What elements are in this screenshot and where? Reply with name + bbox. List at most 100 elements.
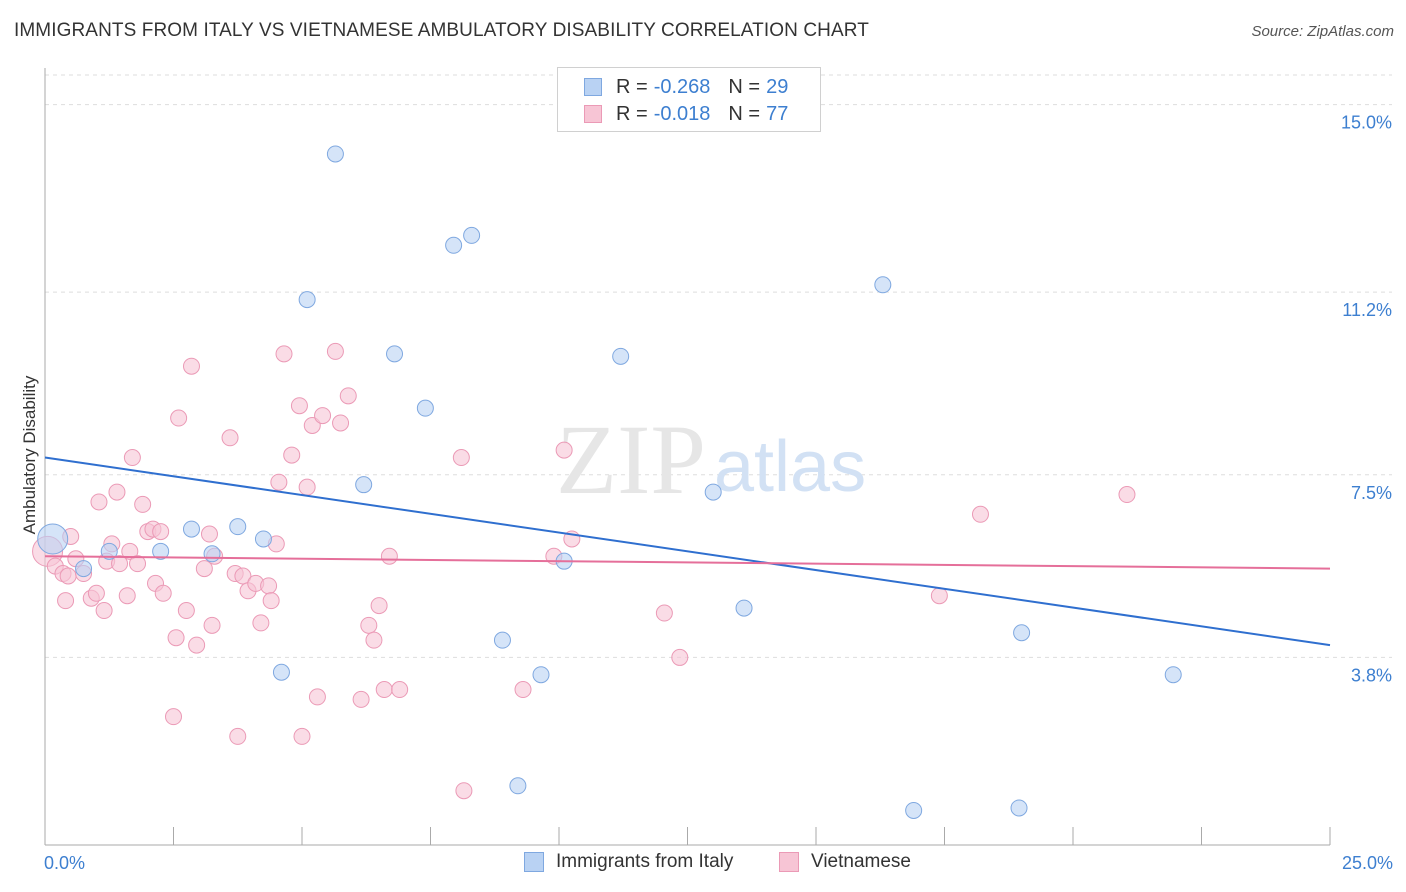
italy-point [735,599,753,617]
legend-row-vietnamese: R = -0.018 N = 77 [584,101,788,127]
chart-title: IMMIGRANTS FROM ITALY VS VIETNAMESE AMBU… [14,20,869,41]
vietnamese-point [111,555,129,573]
vietnamese-point [391,681,409,699]
italy-point [532,666,550,684]
axes [44,68,1331,846]
italy-point [1010,799,1028,817]
legend-label-italy: Immigrants from Italy [556,851,734,872]
watermark-atlas: atlas [714,427,866,507]
italy-point [704,483,722,501]
legend-item-vietnamese[interactable]: Vietnamese [779,851,911,873]
vietnamese-point [298,478,316,496]
legend-r-value: -0.268 [653,75,711,98]
legend-swatch-vietnamese [584,105,602,123]
vietnamese-point [134,495,152,513]
italy-point [254,530,272,548]
vietnamese-point [95,602,113,620]
y-tick-label: 3.8% [1351,665,1392,685]
vietnamese-point [59,567,77,585]
vietnamese-point [293,727,311,745]
watermark-zip: ZIP [556,404,706,515]
vietnamese-point [195,560,213,578]
vietnamese-point [452,449,470,467]
vietnamese-trend-line [44,555,1331,570]
x-tick-label: 0.0% [44,853,85,873]
italy-point [463,226,481,244]
vietnamese-point [57,592,75,610]
vietnamese-point [339,387,357,405]
italy-point [493,631,511,649]
vietnamese-point [290,397,308,415]
y-tick-label: 15.0% [1341,113,1392,133]
vietnamese-point [260,577,278,595]
legend-n-value: 29 [766,75,789,98]
vietnamese-point [375,681,393,699]
legend-r-value: -0.018 [653,102,711,125]
watermark: ZIP atlas [556,404,866,515]
vietnamese-point [87,584,105,602]
y-axis-label: Ambulatory Disability [20,375,39,534]
vietnamese-point [252,614,270,632]
legend-swatch-italy [584,78,602,96]
italy-point [298,291,316,309]
italy-point [386,345,404,363]
legend-r-label: R = [616,102,648,125]
vietnamese-point [90,493,108,511]
vietnamese-point [200,525,218,543]
vietnamese-point [221,429,239,447]
italy-point [203,545,221,563]
vietnamese-point [370,597,388,615]
vietnamese-point [555,441,573,459]
italy-point [326,145,344,163]
italy-point [874,276,892,294]
vietnamese-point [514,681,532,699]
italy-points [37,145,1182,819]
vietnamese-point [671,648,689,666]
vietnamese-point [262,592,280,610]
vietnamese-point [326,342,344,360]
vietnamese-point [352,690,370,708]
italy-point [1013,624,1031,642]
italy-point [1164,666,1182,684]
italy-point [905,801,923,819]
vietnamese-point [152,523,170,541]
vietnamese-point [332,414,350,432]
legend-n-label: N = [728,75,761,98]
vietnamese-point [308,688,326,706]
italy-point [229,518,247,536]
vietnamese-point [971,505,989,523]
tick-labels: 3.8% 7.5% 11.2% 15.0% 0.0% 25.0% [44,113,1393,873]
italy-point [37,523,69,555]
vietnamese-point [229,727,247,745]
vietnamese-point [930,587,948,605]
vietnamese-point [203,616,221,634]
vietnamese-point [365,631,383,649]
trend-lines [44,456,1331,647]
italy-point [509,777,527,795]
vietnamese-point [121,542,139,560]
y-tick-label: 7.5% [1351,483,1392,503]
vietnamese-point [182,357,200,375]
legend-row-italy: R = -0.268 N = 29 [584,74,788,100]
italy-point [445,236,463,254]
source-label: Source: ZipAtlas.com [1251,23,1394,40]
vietnamese-point [314,407,332,425]
italy-point [75,560,93,578]
correlation-legend: R = -0.268 N = 29 R = -0.018 N = 77 [557,67,821,132]
vietnamese-point [129,555,147,573]
vietnamese-point [655,604,673,622]
legend-item-italy[interactable]: Immigrants from Italy [524,851,733,873]
x-tick-label: 25.0% [1342,853,1393,873]
italy-trend-line [44,456,1331,647]
vietnamese-point [455,782,473,800]
vietnamese-point [108,483,126,501]
vietnamese-point [1118,486,1136,504]
vietnamese-point [270,473,288,491]
italy-point [152,542,170,560]
legend-swatch-italy [524,852,544,872]
vietnamese-point [234,567,252,585]
legend-n-value: 77 [766,102,789,125]
vietnamese-point [118,587,136,605]
italy-point [182,520,200,538]
legend-r-label: R = [616,75,648,98]
